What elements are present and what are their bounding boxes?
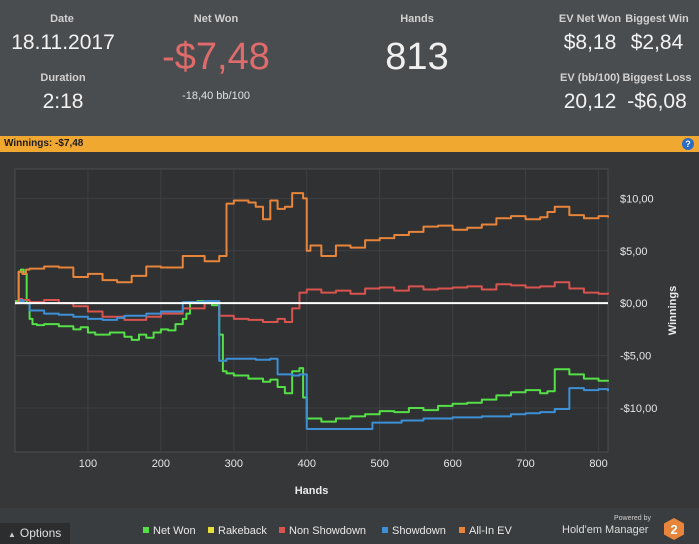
x-tick-label: 700 [516, 458, 534, 470]
legend-item-net-won[interactable]: Net Won [143, 525, 196, 537]
winnings-label: Winnings: [4, 138, 53, 149]
winnings-summary: Winnings: -$7,48 [4, 138, 83, 149]
bb-per-100-value: -18,40 bb/100 [182, 90, 250, 102]
legend-swatch [143, 527, 149, 533]
options-button[interactable]: ▲ Options [0, 523, 70, 544]
duration-label: Duration [40, 72, 86, 84]
y-tick-label: -$5,00 [620, 351, 651, 363]
x-tick-label: 600 [443, 458, 461, 470]
legend-swatch [208, 527, 214, 533]
x-tick-label: 800 [589, 458, 607, 470]
x-tick-label: 200 [152, 458, 170, 470]
hands-label: Hands [400, 13, 434, 25]
powered-by-label: Powered by [614, 515, 651, 522]
y-tick-label: -$10,00 [620, 403, 657, 415]
date-label: Date [50, 13, 74, 25]
biggest-win-label: Biggest Win [625, 13, 689, 25]
legend-label: Non Showdown [289, 525, 367, 537]
series-line-non-showdown [15, 281, 609, 324]
hands-value: 813 [385, 36, 449, 78]
options-label: Options [19, 526, 62, 540]
y-tick-label: $10,00 [620, 193, 654, 205]
winnings-value: -$7,48 [55, 138, 84, 149]
legend-item-rakeback[interactable]: Rakeback [208, 525, 267, 537]
winnings-bar: Winnings: -$7,48 ? [0, 136, 699, 152]
legend-label: Rakeback [218, 525, 267, 537]
y-axis-title: Winnings [667, 286, 679, 335]
brand-name: Hold'em Manager [562, 524, 649, 536]
x-tick-label: 100 [79, 458, 97, 470]
series-line-showdown [15, 299, 609, 430]
net-won-label: Net Won [193, 13, 239, 25]
winnings-chart: 100 200 300 400 500 600 700 800 $10,00 $5,00 $0,00… [14, 168, 679, 497]
legend-label: Net Won [153, 525, 196, 537]
duration-value: 2:18 [42, 90, 84, 113]
net-won-value: -$7,48 [162, 36, 270, 78]
help-icon[interactable]: ? [682, 138, 694, 150]
brand-badge-text: 2 [670, 522, 677, 537]
session-stats-panel: Date 18.11.2017 Duration 2:18 Net Won -$… [0, 0, 699, 136]
legend-item-showdown[interactable]: Showdown [382, 525, 446, 537]
x-tick-label: 300 [225, 458, 243, 470]
winnings-chart-area: 100 200 300 400 500 600 700 800 $10,00 $5,00 $0,00… [0, 152, 699, 508]
legend-swatch [279, 527, 285, 533]
legend-label: All-In EV [469, 525, 512, 537]
series-line-all-in-ev [15, 192, 609, 305]
x-axis-title: Hands [295, 485, 329, 497]
footer: ▲ Options Net Won Rakeback Non Showdown S… [0, 508, 699, 544]
triangle-up-icon: ▲ [8, 530, 16, 539]
ev-net-won-label: EV Net Won [558, 13, 622, 25]
ev-bb100-label: EV (bb/100) [560, 72, 620, 84]
biggest-loss-value: -$6,08 [627, 90, 687, 113]
y-tick-label: $5,00 [620, 246, 648, 258]
legend-swatch [382, 527, 388, 533]
holdem-manager-logo-icon: 2 [664, 518, 684, 540]
legend-item-non-showdown[interactable]: Non Showdown [279, 525, 366, 537]
y-tick-label: $0,00 [620, 298, 648, 310]
legend-label: Showdown [392, 525, 446, 537]
biggest-loss-label: Biggest Loss [622, 72, 692, 84]
legend-swatch [459, 527, 465, 533]
date-value: 18.11.2017 [11, 31, 115, 54]
series-line-net-won [15, 268, 609, 423]
x-tick-label: 500 [371, 458, 389, 470]
plot-area [14, 168, 609, 453]
x-tick-label: 400 [298, 458, 316, 470]
biggest-win-value: $2,84 [630, 31, 684, 54]
ev-net-won-value: $8,18 [563, 31, 617, 54]
legend-item-all-in-ev[interactable]: All-In EV [459, 525, 512, 537]
ev-bb100-value: 20,12 [563, 90, 617, 113]
